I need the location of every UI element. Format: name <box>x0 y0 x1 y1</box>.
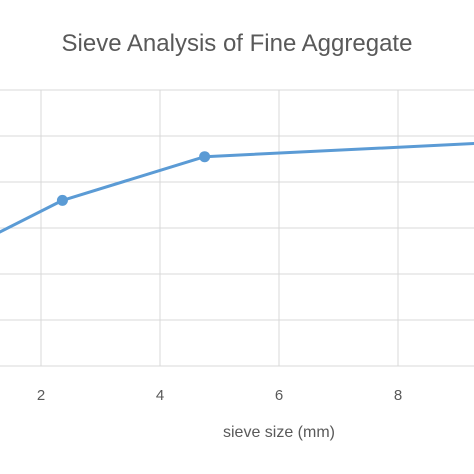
x-tick-label-6: 6 <box>275 387 283 404</box>
x-tick-label-4: 4 <box>156 387 164 404</box>
x-tick-labels: 2 4 6 8 <box>37 387 402 404</box>
data-point-0-1 <box>56 194 68 206</box>
x-tick-label-2: 2 <box>37 387 45 404</box>
series-line-0 <box>0 142 474 234</box>
x-axis-title: sieve size (mm) <box>223 424 335 441</box>
horizontal-gridlines <box>0 89 474 367</box>
series-layer <box>0 142 474 234</box>
data-point-0-2 <box>199 151 211 163</box>
chart-title: Sieve Analysis of Fine Aggregate <box>62 30 413 57</box>
x-tick-label-8: 8 <box>394 387 402 404</box>
